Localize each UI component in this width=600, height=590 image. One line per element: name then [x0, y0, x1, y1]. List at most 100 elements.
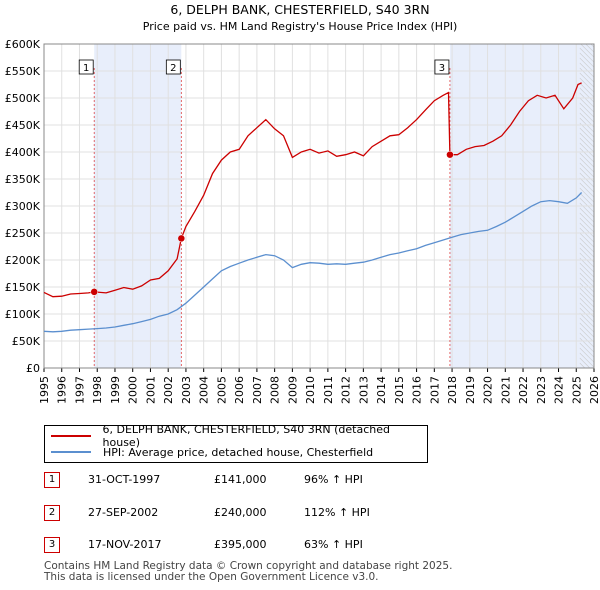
- x-tick-label: 2018: [446, 376, 459, 404]
- x-tick-label: 2026: [588, 376, 600, 404]
- y-tick-label: £550K: [5, 65, 41, 78]
- hatch-line: [579, 202, 595, 218]
- hatch-line: [579, 92, 595, 108]
- sale-marker-box: [165, 59, 181, 75]
- hatch-line: [579, 297, 595, 313]
- legend-label-property: 6, DELPH BANK, CHESTERFIELD, S40 3RN (de…: [102, 423, 390, 449]
- hatch-line: [579, 322, 595, 338]
- hatch-line: [579, 162, 595, 178]
- hatch-line: [579, 267, 595, 283]
- sale-marker-box: [78, 59, 94, 75]
- legend-label-hpi: HPI: Average price, detached house, Ches…: [103, 445, 374, 459]
- x-tick-label: 2022: [517, 376, 530, 404]
- legend-item-hpi: HPI: Average price, detached house, Ches…: [51, 445, 373, 459]
- hatch-line: [579, 67, 595, 83]
- y-tick-label: £50K: [12, 335, 41, 348]
- x-tick-label: 1997: [73, 376, 86, 404]
- hatch-line: [579, 97, 595, 113]
- hatch-line: [579, 147, 595, 163]
- y-tick-label: £500K: [5, 92, 41, 105]
- x-tick-label: 2025: [570, 376, 583, 404]
- x-tick-label: 2023: [535, 376, 548, 404]
- series-line: [43, 192, 583, 333]
- hatch-line: [579, 157, 595, 173]
- x-tick-label: 2000: [127, 376, 140, 404]
- hatch-line: [579, 182, 595, 198]
- hatch-line: [579, 142, 595, 158]
- hatch-line: [579, 102, 595, 118]
- sale-point: [90, 288, 98, 296]
- x-tick-label: 2011: [322, 376, 335, 404]
- hatch-line: [579, 302, 595, 318]
- y-tick-label: £600K: [5, 38, 41, 51]
- hatch-line: [579, 332, 595, 348]
- hatch-line: [579, 342, 595, 358]
- footer-license: This data is licensed under the Open Gov…: [44, 571, 379, 583]
- x-tick-label: 2019: [464, 376, 477, 404]
- hatch-line: [579, 362, 586, 369]
- hatch-line: [579, 177, 595, 193]
- hatch-line: [580, 43, 595, 58]
- sale-hpi-change: 63% ↑ HPI: [304, 538, 363, 551]
- y-tick-label: £400K: [5, 146, 41, 159]
- hatch-line: [579, 337, 595, 353]
- hatch-line: [579, 132, 595, 148]
- hatch-line: [579, 262, 595, 278]
- hatch-line: [579, 317, 595, 333]
- hatch-line: [579, 57, 595, 73]
- x-tick-label: 2005: [215, 376, 228, 404]
- y-tick-label: £100K: [5, 308, 41, 321]
- x-tick-label: 2004: [198, 376, 211, 404]
- x-tick-label: 1995: [38, 376, 51, 404]
- hatch-line: [579, 192, 595, 208]
- hatch-line: [579, 207, 595, 223]
- x-tick-label: 2016: [411, 376, 424, 404]
- hatch-line: [579, 352, 595, 368]
- hatch-line: [579, 237, 595, 253]
- hatch-line: [579, 347, 595, 363]
- footer-copyright: Contains HM Land Registry data © Crown c…: [44, 560, 453, 572]
- hatch-line: [579, 167, 595, 183]
- hatch-line: [579, 187, 595, 203]
- hatch-line: [579, 292, 595, 308]
- sale-point: [446, 150, 454, 159]
- hatch-line: [579, 172, 595, 188]
- hatch-line: [579, 77, 595, 93]
- x-tick-label: 2008: [269, 376, 282, 404]
- hatch-line: [579, 287, 595, 303]
- hatch-line: [579, 272, 595, 288]
- footer: Contains HM Land Registry data © Crown c…: [44, 561, 452, 583]
- legend-swatch-hpi: [51, 451, 91, 453]
- x-tick-label: 2013: [357, 376, 370, 404]
- y-tick-label: £450K: [5, 119, 41, 132]
- legend-item-property: 6, DELPH BANK, CHESTERFIELD, S40 3RN (de…: [51, 423, 427, 449]
- x-tick-label: 1998: [91, 376, 104, 404]
- x-tick-label: 2021: [499, 376, 512, 404]
- y-tick-label: £300K: [5, 200, 41, 213]
- sale-row: 3 17-NOV-2017 £395,000 63% ↑ HPI: [44, 537, 444, 557]
- series-line: [43, 82, 582, 298]
- hatch-line: [579, 357, 591, 369]
- hatch-line: [590, 43, 595, 48]
- sale-row: 2 27-SEP-2002 £240,000 112% ↑ HPI: [44, 505, 444, 525]
- hatch-line: [579, 222, 595, 238]
- x-tick-label: 2001: [144, 376, 157, 404]
- sale-point: [177, 234, 186, 243]
- hatch-line: [579, 242, 595, 258]
- hatch-line: [579, 312, 595, 328]
- hatch-line: [579, 277, 595, 293]
- hatch-line: [585, 43, 595, 53]
- y-tick-label: £150K: [5, 281, 41, 294]
- hatch-line: [579, 327, 595, 343]
- hatch-line: [579, 127, 595, 143]
- x-tick-label: 2024: [553, 376, 566, 404]
- sale-date: 27-SEP-2002: [88, 506, 159, 519]
- hatch-line: [579, 82, 595, 98]
- hatch-line: [579, 152, 595, 168]
- hatch-line: [579, 87, 595, 103]
- sale-marker-box: [434, 59, 450, 75]
- hatch-line: [579, 107, 595, 123]
- y-tick-label: £250K: [5, 227, 41, 240]
- legend-swatch-property: [51, 435, 91, 437]
- x-tick-label: 2003: [180, 376, 193, 404]
